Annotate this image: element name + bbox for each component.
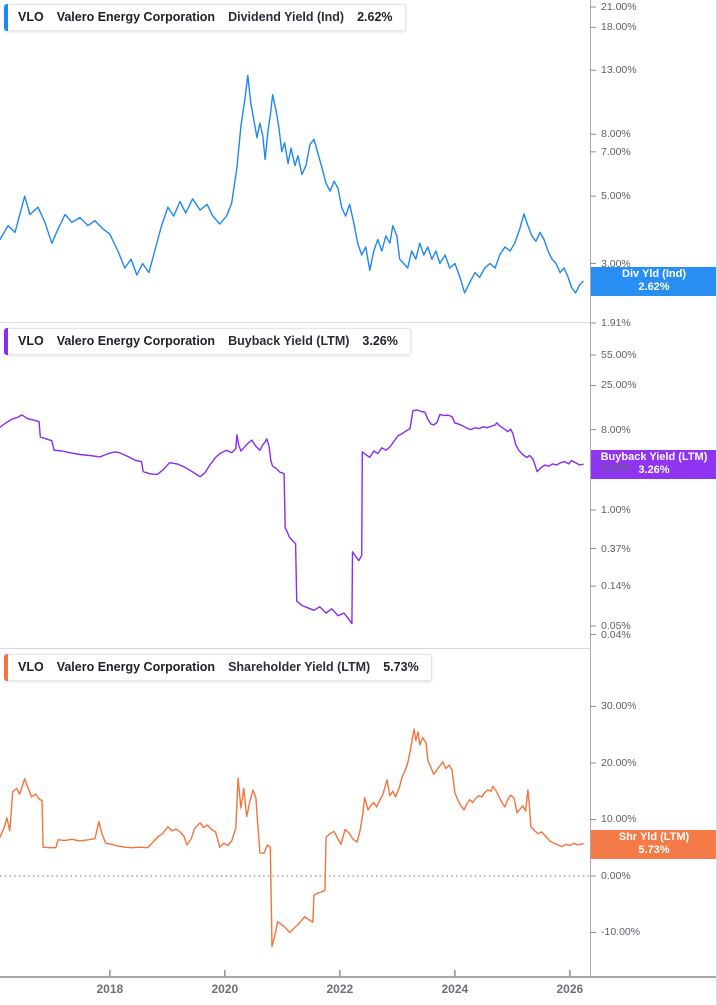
series-line-dividend-yield	[0, 74, 584, 294]
y-axis-tick-label: 30.00%	[601, 700, 637, 713]
y-axis-tick-label: 0.05%	[601, 619, 631, 632]
metric-value-label: 5.73%	[383, 660, 419, 674]
y-axis-tick-label: 55.00%	[601, 348, 637, 361]
y-axis-tick-label: 13.00%	[601, 64, 637, 77]
metric-label: Shareholder Yield (LTM)	[228, 660, 371, 674]
x-axis-tick-label: 2024	[441, 982, 469, 996]
ticker-label: VLO	[18, 660, 44, 674]
y-axis-tick-label: 0.37%	[601, 542, 631, 555]
series-line-buyback-yield	[0, 409, 584, 625]
badge-title: Shr Yld (LTM)	[618, 830, 690, 843]
metric-label: Dividend Yield (Ind)	[228, 10, 345, 24]
badge-title: Buyback Yield (LTM)	[600, 451, 708, 464]
series-legend-dividend-yield[interactable]: VLO Valero Energy Corporation Dividend Y…	[4, 4, 406, 31]
x-axis-tick-label: 2022	[326, 982, 354, 996]
y-axis-tick-label: 3.00%	[601, 461, 631, 474]
y-axis-tick-label: 10.00%	[601, 813, 637, 826]
y-axis-tick-label: 7.00%	[601, 145, 631, 158]
y-axis-tick-label: 8.00%	[601, 128, 631, 141]
ticker-label: VLO	[18, 10, 44, 24]
last-value-badge-buyback-yld: Buyback Yield (LTM) 3.26%	[591, 450, 716, 480]
series-line-shareholder-yield	[0, 728, 584, 948]
y-axis-tick-label: 0.00%	[601, 869, 631, 882]
last-value-badge-div-yld: Div Yld (Ind) 2.62%	[591, 267, 716, 297]
legend-color-bar	[4, 654, 8, 681]
company-label: Valero Energy Corporation	[56, 660, 216, 674]
y-axis-tick-label: 1.91%	[601, 317, 631, 330]
y-axis-tick-label: 8.00%	[601, 423, 631, 436]
metric-label: Buyback Yield (LTM)	[228, 334, 350, 348]
y-axis-tick-label: 3.00%	[601, 257, 631, 270]
metric-value-label: 2.62%	[357, 10, 393, 24]
x-axis-tick-label: 2018	[96, 982, 124, 996]
series-legend-shareholder-yield[interactable]: VLO Valero Energy Corporation Shareholde…	[4, 654, 432, 681]
y-axis-tick-label: 1.00%	[601, 504, 631, 517]
legend-color-bar	[4, 328, 8, 355]
last-value-badge-shr-yld: Shr Yld (LTM) 5.73%	[591, 829, 716, 859]
company-label: Valero Energy Corporation	[56, 10, 216, 24]
badge-value: 3.26%	[638, 464, 670, 477]
y-axis-tick-label: 20.00%	[601, 756, 637, 769]
y-axis-tick-label: 0.04%	[601, 628, 631, 641]
y-axis-tick-label: 25.00%	[601, 379, 637, 392]
metric-value-label: 3.26%	[362, 334, 398, 348]
y-axis-tick-label: 21.00%	[601, 1, 637, 14]
y-axis-tick-label: 0.14%	[601, 580, 631, 593]
y-axis-tick-label: -10.00%	[601, 926, 641, 939]
y-axis-tick-label: 18.00%	[601, 21, 637, 34]
badge-value: 2.62%	[638, 281, 670, 294]
x-axis-tick-label: 2020	[211, 982, 239, 996]
legend-color-bar	[4, 4, 8, 31]
series-legend-buyback-yield[interactable]: VLO Valero Energy Corporation Buyback Yi…	[4, 328, 411, 355]
y-axis-tick-label: 5.00%	[601, 190, 631, 203]
x-axis-tick-label: 2026	[556, 982, 584, 996]
badge-value: 5.73%	[638, 843, 670, 856]
badge-title: Div Yld (Ind)	[622, 268, 686, 281]
ticker-label: VLO	[18, 334, 44, 348]
company-label: Valero Energy Corporation	[56, 334, 216, 348]
